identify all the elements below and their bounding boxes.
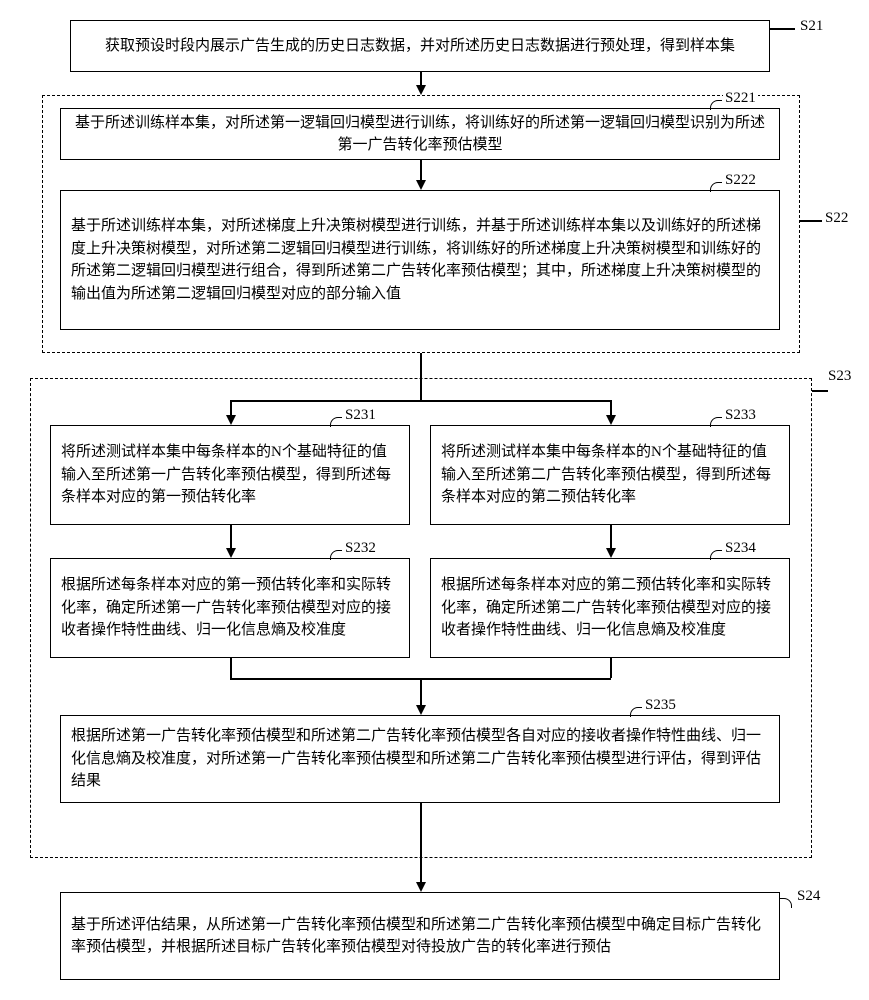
step-s23-label: S23 bbox=[826, 368, 853, 385]
step-s24: 基于所述评估结果，从所述第一广告转化率预估模型和所述第二广告转化率预估模型中确定… bbox=[60, 892, 780, 980]
label-curve-s231 bbox=[330, 417, 342, 427]
step-s21: 获取预设时段内展示广告生成的历史日志数据，并对所述历史日志数据进行预处理，得到样… bbox=[70, 20, 770, 72]
step-s235: 根据所述第一广告转化率预估模型和所述第二广告转化率预估模型各自对应的接收者操作特… bbox=[60, 715, 780, 803]
step-s233-text: 将所述测试样本集中每条样本的N个基础特征的值输入至所述第二广告转化率预估模型，得… bbox=[441, 441, 779, 509]
step-s234-text: 根据所述每条样本对应的第二预估转化率和实际转化率，确定所述第二广告转化率预估模型… bbox=[441, 574, 779, 642]
label-curve-s24 bbox=[780, 898, 792, 908]
arrowhead-s231-s232 bbox=[226, 548, 236, 558]
arrow-s235-s24 bbox=[420, 803, 422, 884]
step-s24-text: 基于所述评估结果，从所述第一广告转化率预估模型和所述第二广告转化率预估模型中确定… bbox=[71, 914, 769, 959]
step-s232-label: S232 bbox=[343, 540, 378, 557]
step-s21-text: 获取预设时段内展示广告生成的历史日志数据，并对所述历史日志数据进行预处理，得到样… bbox=[105, 35, 735, 58]
label-line-s21 bbox=[770, 28, 795, 30]
arrow-s233-s234 bbox=[610, 525, 612, 550]
merge-right-v bbox=[610, 658, 612, 678]
label-curve-s233 bbox=[710, 417, 722, 427]
step-s234: 根据所述每条样本对应的第二预估转化率和实际转化率，确定所述第二广告转化率预估模型… bbox=[430, 558, 790, 658]
flowchart-container: 获取预设时段内展示广告生成的历史日志数据，并对所述历史日志数据进行预处理，得到样… bbox=[20, 20, 849, 980]
arrow-s231-s232 bbox=[230, 525, 232, 550]
step-s232-text: 根据所述每条样本对应的第一预估转化率和实际转化率，确定所述第一广告转化率预估模型… bbox=[61, 574, 399, 642]
arrow-s221-s222 bbox=[420, 160, 422, 182]
merge-left-v bbox=[230, 658, 232, 678]
step-s232: 根据所述每条样本对应的第一预估转化率和实际转化率，确定所述第一广告转化率预估模型… bbox=[50, 558, 410, 658]
step-s222-text: 基于所述训练样本集，对所述梯度上升决策树模型进行训练，并基于所述训练样本集以及训… bbox=[71, 215, 769, 305]
arrowhead-s235-s24 bbox=[416, 882, 426, 892]
step-s233-label: S233 bbox=[723, 407, 758, 424]
label-curve-s234 bbox=[710, 550, 722, 560]
label-curve-s222 bbox=[710, 182, 722, 192]
arrowhead-merge bbox=[416, 705, 426, 715]
arrowhead-s233-s234 bbox=[606, 548, 616, 558]
step-s233: 将所述测试样本集中每条样本的N个基础特征的值输入至所述第二广告转化率预估模型，得… bbox=[430, 425, 790, 525]
step-s24-label: S24 bbox=[795, 888, 822, 905]
arrowhead-s21-s22 bbox=[416, 85, 426, 95]
step-s231: 将所述测试样本集中每条样本的N个基础特征的值输入至所述第一广告转化率预估模型，得… bbox=[50, 425, 410, 525]
step-s221-label: S221 bbox=[723, 90, 758, 107]
step-s221: 基于所述训练样本集，对所述第一逻辑回归模型进行训练，将训练好的所述第一逻辑回归模… bbox=[60, 108, 780, 160]
step-s231-text: 将所述测试样本集中每条样本的N个基础特征的值输入至所述第一广告转化率预估模型，得… bbox=[61, 441, 399, 509]
step-s231-label: S231 bbox=[343, 407, 378, 424]
merge-down-v bbox=[420, 678, 422, 707]
step-s234-label: S234 bbox=[723, 540, 758, 557]
arrowhead-s221-s222 bbox=[416, 180, 426, 190]
label-curve-s221 bbox=[710, 100, 722, 110]
step-s235-text: 根据所述第一广告转化率预估模型和所述第二广告转化率预估模型各自对应的接收者操作特… bbox=[71, 725, 769, 793]
label-line-s23 bbox=[812, 390, 828, 392]
label-line-s22 bbox=[800, 220, 822, 222]
step-s221-text: 基于所述训练样本集，对所述第一逻辑回归模型进行训练，将训练好的所述第一逻辑回归模… bbox=[71, 112, 769, 157]
step-s235-label: S235 bbox=[643, 697, 678, 714]
step-s21-label: S21 bbox=[798, 18, 825, 35]
step-s222-label: S222 bbox=[723, 172, 758, 189]
label-curve-s235 bbox=[630, 707, 642, 717]
label-curve-s232 bbox=[330, 550, 342, 560]
step-s222: 基于所述训练样本集，对所述梯度上升决策树模型进行训练，并基于所述训练样本集以及训… bbox=[60, 190, 780, 330]
step-s22-label: S22 bbox=[823, 210, 850, 227]
